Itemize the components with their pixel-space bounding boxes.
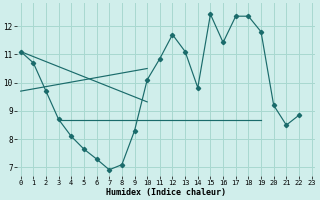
X-axis label: Humidex (Indice chaleur): Humidex (Indice chaleur) xyxy=(106,188,226,197)
